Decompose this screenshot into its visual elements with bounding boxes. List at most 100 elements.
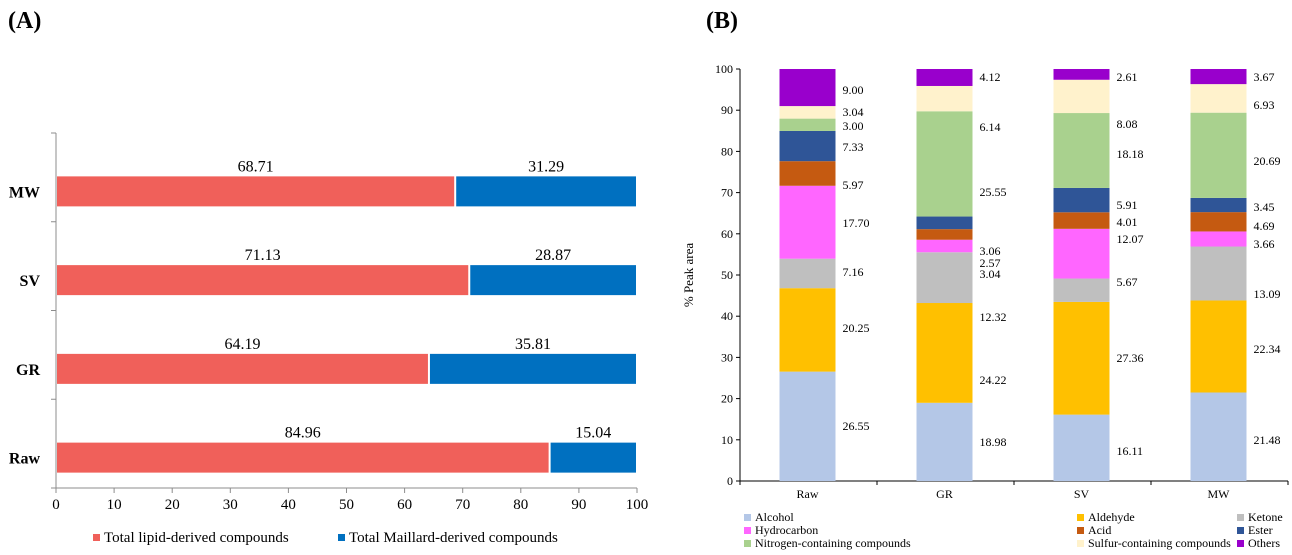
bar-segment	[916, 303, 973, 403]
legend-label: Ketone	[1248, 510, 1283, 524]
data-label: 5.67	[1117, 275, 1138, 289]
bar-segment	[456, 176, 636, 207]
y-tick-label: 0	[727, 474, 733, 488]
y-tick-label: 70	[721, 186, 733, 200]
category-label: MW	[9, 184, 40, 201]
data-label: 12.32	[980, 310, 1007, 324]
bar-segment	[57, 176, 455, 207]
legend-swatch	[1077, 540, 1084, 547]
data-label: 21.48	[1254, 433, 1281, 447]
bar-segment	[916, 402, 973, 481]
bar-segment	[916, 69, 973, 86]
data-label: 26.55	[843, 419, 870, 433]
data-label: 5.91	[1117, 198, 1138, 212]
category-label: GR	[16, 362, 40, 379]
data-label: 13.09	[1254, 287, 1281, 301]
bar-segment	[1053, 278, 1110, 302]
legend-swatch	[1077, 527, 1084, 534]
category-label: SV	[20, 273, 41, 290]
bar-segment	[1053, 414, 1110, 481]
y-tick-label: 50	[721, 268, 733, 282]
x-tick-label: 80	[513, 497, 528, 513]
data-label: 16.11	[1117, 444, 1144, 458]
legend-swatch	[1237, 514, 1244, 521]
data-label: 71.13	[245, 247, 281, 264]
bar-segment	[916, 216, 973, 230]
bar-segment	[779, 371, 836, 481]
data-label: 17.70	[843, 216, 870, 230]
x-tick-label: 90	[571, 497, 586, 513]
y-axis-title: % Peak area	[681, 243, 696, 307]
data-label: 12.07	[1117, 232, 1144, 246]
bar-segment	[1190, 300, 1247, 393]
bar-segment	[470, 265, 636, 296]
data-label: 7.33	[843, 140, 864, 154]
data-label: 3.67	[1254, 70, 1275, 84]
data-label: 8.08	[1117, 117, 1138, 131]
legend-label: Others	[1248, 536, 1280, 550]
legend-label: Nitrogen-containing compounds	[755, 536, 911, 550]
bar-segment	[779, 161, 836, 186]
bar-segment	[1053, 301, 1110, 415]
data-label: 28.87	[535, 247, 571, 264]
bar-segment	[779, 130, 836, 162]
x-tick-label: 0	[52, 497, 60, 513]
bar-segment	[429, 353, 636, 384]
legend-label: Total lipid-derived compounds	[104, 530, 289, 546]
x-tick-label: 10	[107, 497, 122, 513]
bar-segment	[1190, 197, 1247, 213]
data-label: 22.34	[1254, 342, 1281, 356]
x-tick-label: 30	[223, 497, 238, 513]
bar-segment	[916, 229, 973, 240]
data-label: 84.96	[285, 425, 321, 442]
data-label: 64.19	[224, 336, 260, 353]
legend-label: Ester	[1248, 523, 1273, 537]
data-label: 3.45	[1254, 200, 1275, 214]
bar-segment	[916, 239, 973, 253]
data-label: 2.57	[980, 256, 1001, 270]
data-label: 7.16	[843, 265, 864, 279]
y-tick-label: 10	[721, 433, 733, 447]
legend-label: Sulfur-containing compounds	[1088, 536, 1231, 550]
data-label: 3.00	[843, 119, 864, 133]
data-label: 18.98	[980, 435, 1007, 449]
bar-segment	[779, 288, 836, 372]
y-tick-label: 60	[721, 227, 733, 241]
legend-label: Total Maillard-derived compounds	[349, 530, 558, 546]
legend-swatch	[744, 514, 751, 521]
x-tick-label: 20	[165, 497, 180, 513]
data-label: 68.71	[238, 158, 274, 175]
data-label: 4.01	[1117, 215, 1138, 229]
x-tick-label: 40	[281, 497, 296, 513]
y-tick-label: 100	[715, 62, 733, 76]
panel-b-label: (B)	[706, 8, 738, 34]
bar-segment	[57, 265, 469, 296]
chart-a-horizontal-stacked-bar: 0 10 20 30 40 50 60 70 80 90 100 MW 68.71 31.29 SV 71.1…	[9, 132, 648, 546]
bar-segment	[550, 442, 636, 473]
data-label: 18.18	[1117, 147, 1144, 161]
data-label: 4.12	[980, 70, 1001, 84]
bar-segment	[1053, 113, 1110, 188]
legend-swatch	[744, 540, 751, 547]
bar-segment	[1053, 228, 1110, 279]
y-tick-label: 30	[721, 350, 733, 364]
data-label: 3.06	[980, 244, 1001, 258]
legend-swatch	[744, 527, 751, 534]
bar-segment	[1190, 69, 1247, 85]
legend-swatch	[1077, 514, 1084, 521]
x-tick-label: 60	[397, 497, 412, 513]
data-label: 6.93	[1254, 98, 1275, 112]
data-label: 9.00	[843, 83, 864, 97]
bar-segment	[57, 353, 428, 384]
data-label: 3.04	[980, 267, 1001, 281]
bar-segment	[916, 252, 973, 304]
bar-segment	[1190, 392, 1247, 481]
y-tick-label: 90	[721, 103, 733, 117]
category-label: SV	[1074, 487, 1090, 501]
y-tick-label: 20	[721, 392, 733, 406]
category-label: GR	[936, 487, 953, 501]
legend-swatch	[338, 534, 345, 541]
legend-swatch	[93, 534, 100, 541]
legend-label: Hydrocarbon	[755, 523, 818, 537]
bar-segment	[916, 85, 973, 112]
